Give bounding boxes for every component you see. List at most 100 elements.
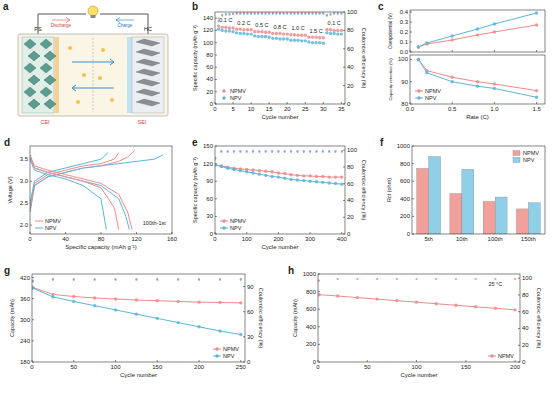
legend-label: NPMV bbox=[223, 346, 239, 352]
series-line bbox=[30, 157, 119, 230]
frame bbox=[30, 146, 172, 234]
marker bbox=[156, 278, 158, 280]
marker bbox=[293, 39, 296, 42]
y-tick-label: 3.5 bbox=[20, 156, 29, 162]
x-tick bbox=[246, 232, 247, 234]
legend: NPMVNPV bbox=[513, 150, 539, 163]
frame bbox=[32, 274, 245, 362]
bar bbox=[450, 194, 462, 234]
marker bbox=[311, 41, 314, 44]
x-tick-label: 80 bbox=[98, 236, 105, 242]
marker bbox=[319, 13, 321, 15]
marker bbox=[283, 177, 286, 180]
y-tick-label: 100 bbox=[203, 40, 214, 46]
marker bbox=[264, 35, 267, 38]
legend-label: NPMV bbox=[523, 150, 539, 156]
y2-tick-label: 90 bbox=[247, 284, 254, 290]
marker bbox=[319, 12, 321, 14]
y-tick-label: 20 bbox=[206, 89, 213, 95]
x-tick bbox=[494, 102, 495, 104]
y2-axis-label: Coulombic efficiency (%) bbox=[361, 160, 367, 221]
marker bbox=[239, 301, 242, 304]
marker bbox=[221, 14, 223, 16]
marker bbox=[296, 150, 298, 152]
x-tick-label: 10th bbox=[456, 236, 468, 242]
marker bbox=[308, 180, 311, 183]
frame bbox=[412, 146, 545, 234]
marker bbox=[425, 71, 428, 74]
marker bbox=[332, 32, 335, 35]
y2-tick-label: 0 bbox=[347, 101, 351, 107]
y-tick-label: 0.3 bbox=[400, 19, 409, 25]
marker bbox=[315, 150, 317, 152]
marker bbox=[336, 29, 339, 32]
marker bbox=[476, 27, 479, 30]
marker bbox=[264, 170, 267, 173]
bulb bbox=[88, 6, 98, 16]
panel: 0.00.10.20.30.4Overpotential (V)c bbox=[378, 1, 545, 55]
marker bbox=[396, 278, 398, 280]
marker bbox=[308, 12, 310, 14]
marker bbox=[325, 28, 328, 31]
marker bbox=[246, 32, 249, 35]
plot-area bbox=[217, 12, 343, 45]
y2-tick-label: 60 bbox=[347, 181, 354, 187]
marker bbox=[156, 299, 159, 302]
legend-swatch bbox=[215, 347, 218, 350]
marker bbox=[337, 13, 339, 15]
y-tick-label: 360 bbox=[20, 296, 31, 302]
panel: 03060901201500204060801000100200300400Cy… bbox=[192, 137, 367, 250]
marker bbox=[289, 39, 292, 42]
ion bbox=[82, 73, 86, 77]
marker bbox=[250, 12, 252, 14]
legend-label: NPV bbox=[523, 157, 535, 163]
marker bbox=[240, 278, 242, 280]
marker bbox=[289, 33, 292, 36]
marker bbox=[329, 14, 331, 16]
x-tick-label: 1.0 bbox=[490, 106, 499, 112]
marker bbox=[334, 150, 336, 152]
marker bbox=[246, 13, 248, 15]
marker bbox=[279, 12, 281, 14]
marker bbox=[32, 286, 35, 289]
marker bbox=[293, 13, 295, 15]
marker bbox=[114, 279, 116, 281]
marker bbox=[239, 12, 241, 14]
y-tick-label: 400 bbox=[400, 196, 411, 202]
marker bbox=[235, 31, 238, 34]
y-tick-label: 200 bbox=[306, 341, 317, 347]
x-tick-label: 0 bbox=[213, 106, 217, 112]
marker bbox=[239, 32, 242, 35]
marker bbox=[135, 278, 137, 280]
y-tick-label: 200 bbox=[400, 213, 411, 219]
y2-axis-label: Coulombic efficiency (%) bbox=[361, 28, 367, 89]
y-tick-label: 240 bbox=[20, 338, 31, 344]
marker bbox=[340, 29, 343, 32]
marker bbox=[51, 295, 54, 298]
y-axis-label: Overpotential (V) bbox=[388, 13, 393, 49]
legend: NPMV bbox=[488, 353, 514, 359]
legend-label: NPMV bbox=[230, 88, 246, 94]
x-axis-label: Rate (C) bbox=[466, 114, 489, 120]
marker bbox=[277, 151, 279, 153]
marker bbox=[156, 279, 158, 281]
x-tick-label: 150th bbox=[521, 236, 536, 242]
x-tick-label: 1.5 bbox=[532, 106, 541, 112]
crystal bbox=[40, 63, 52, 73]
marker bbox=[277, 175, 280, 178]
marker bbox=[535, 11, 538, 14]
panel: 0204060801001201400204060801000510152025… bbox=[192, 1, 367, 120]
marker bbox=[243, 13, 245, 15]
marker bbox=[225, 14, 227, 16]
y2-tick-label: 40 bbox=[347, 197, 354, 203]
x-tick-label: 0.5 bbox=[448, 106, 457, 112]
marker bbox=[493, 82, 496, 85]
marker bbox=[73, 278, 75, 280]
ion-arrow bbox=[72, 85, 114, 91]
marker bbox=[278, 32, 281, 35]
legend-swatch bbox=[490, 354, 493, 357]
marker bbox=[284, 151, 286, 153]
figure: aDischargeChargePSHCCEISEI02040608010012… bbox=[0, 0, 554, 394]
y-tick-label: 0 bbox=[407, 231, 411, 237]
marker bbox=[275, 37, 278, 40]
